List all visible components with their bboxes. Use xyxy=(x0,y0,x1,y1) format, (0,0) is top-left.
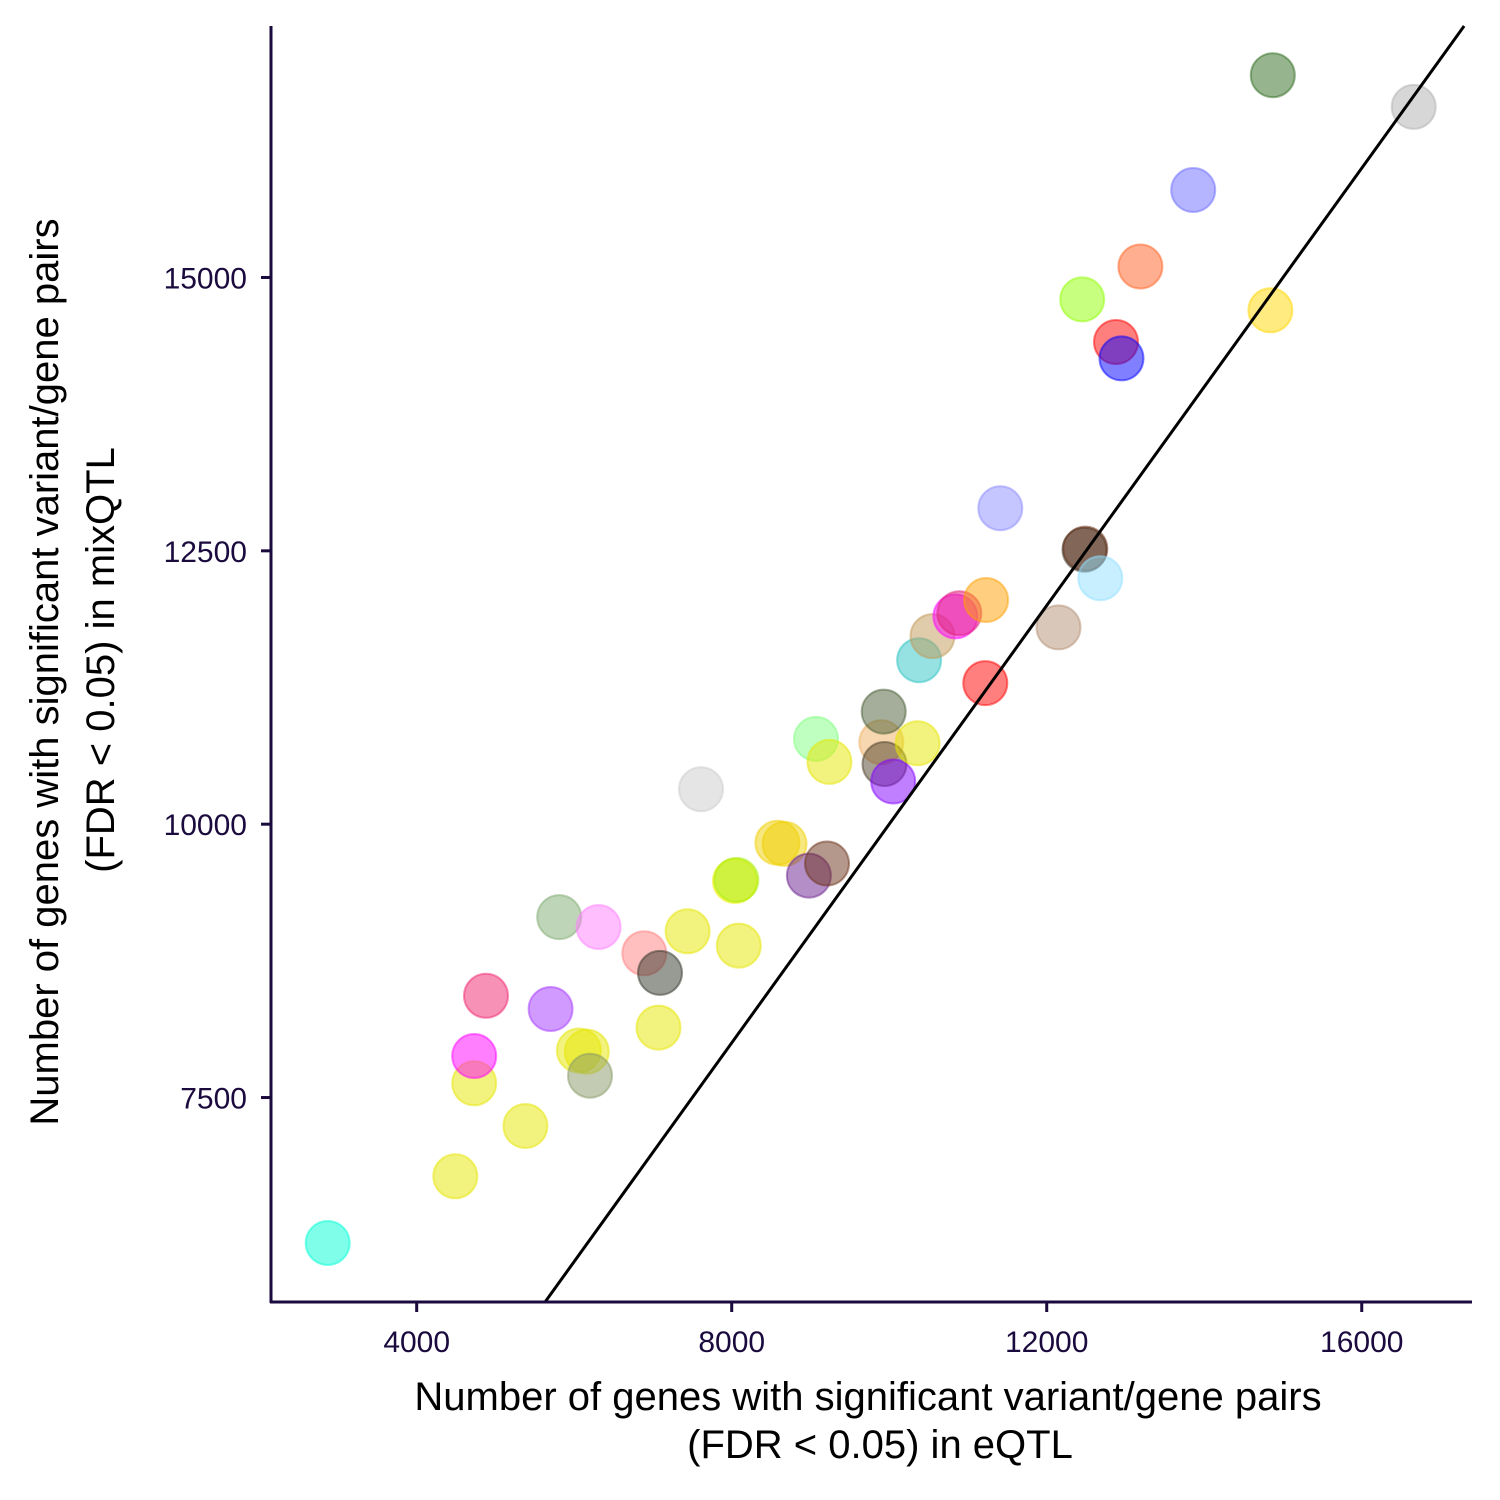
data-point xyxy=(664,908,711,955)
data-point xyxy=(1249,52,1296,99)
y-axis-title-line-1: Number of genes with significant variant… xyxy=(23,218,67,1125)
y-tick-label: 12500 xyxy=(164,536,247,569)
x-axis-title-line-2: (FDR < 0.05) in eQTL xyxy=(687,1423,1073,1467)
data-point xyxy=(713,856,760,903)
data-point xyxy=(575,904,622,950)
data-point xyxy=(806,738,853,785)
data-point xyxy=(432,1153,479,1200)
x-tick-label: 16000 xyxy=(1320,1326,1403,1359)
data-point xyxy=(502,1103,549,1149)
data-point xyxy=(1390,83,1437,130)
data-point xyxy=(463,972,509,1019)
data-point xyxy=(678,766,724,813)
data-point xyxy=(536,894,583,941)
data-point xyxy=(1170,167,1217,213)
data-point xyxy=(1098,335,1145,382)
data-point xyxy=(715,922,762,969)
data-point xyxy=(870,758,917,805)
data-point xyxy=(1077,555,1124,602)
data-point xyxy=(963,577,1010,623)
data-point xyxy=(635,1004,682,1051)
data-point xyxy=(1035,604,1082,651)
data-point xyxy=(304,1220,351,1266)
x-tick-label: 8000 xyxy=(698,1326,765,1359)
identity-reference-line xyxy=(543,25,1466,1303)
data-point xyxy=(962,660,1009,707)
data-point xyxy=(1059,276,1106,323)
data-point xyxy=(637,949,683,996)
axes-layer xyxy=(269,26,1472,1304)
y-tick-label: 10000 xyxy=(164,809,247,842)
data-point xyxy=(1247,287,1294,334)
x-tick-label: 12000 xyxy=(1005,1326,1088,1359)
x-axis-title-line-1: Number of genes with significant variant… xyxy=(414,1375,1321,1419)
y-axis-ticks: 7500 10000 12500 15000 xyxy=(164,262,271,1116)
data-point xyxy=(860,688,907,735)
data-point xyxy=(527,986,574,1032)
data-point xyxy=(804,840,850,887)
y-tick-label: 15000 xyxy=(164,262,247,295)
y-tick-label: 7500 xyxy=(180,1083,247,1116)
data-point xyxy=(451,1033,498,1079)
data-point xyxy=(977,485,1024,532)
y-axis-title-line-2: (FDR < 0.05) in mixQTL xyxy=(79,447,123,873)
data-point xyxy=(761,820,808,867)
x-tick-label: 4000 xyxy=(383,1326,450,1359)
data-point xyxy=(567,1052,613,1099)
points-layer xyxy=(304,52,1437,1266)
x-axis-ticks: 4000 8000 12000 16000 xyxy=(383,1302,1403,1359)
data-point xyxy=(1117,243,1164,290)
data-point xyxy=(894,720,941,767)
